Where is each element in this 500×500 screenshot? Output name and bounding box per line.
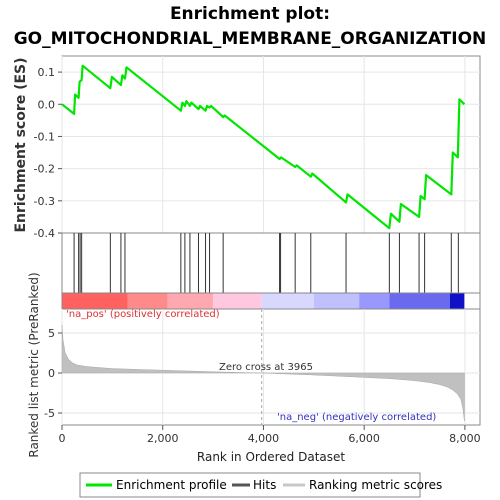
heatmap-segment — [213, 293, 262, 309]
metric-y-tick-label: -5 — [44, 407, 55, 420]
heatmap-segment — [167, 293, 214, 309]
metric-panel-frame — [61, 308, 481, 426]
heatmap-segment — [449, 293, 465, 309]
es-y-axis-label: Enrichment score (ES) — [13, 57, 29, 232]
metric-y-ticks: 5 0 -5 — [44, 327, 62, 420]
hits-panel — [61, 232, 481, 294]
legend-label-enrichment-profile: Enrichment profile — [116, 478, 227, 492]
metric-gridlines — [61, 309, 480, 425]
hits-panel-frame — [61, 232, 481, 294]
chart-title-line1: Enrichment plot: — [170, 4, 330, 24]
es-y-tick-label: -0.2 — [34, 163, 55, 176]
es-y-tick-label: 0.1 — [38, 66, 56, 79]
chart-title-line2: GO_MITOCHONDRIAL_MEMBRANE_ORGANIZATION — [14, 29, 487, 49]
legend-label-ranking-metric: Ranking metric scores — [309, 478, 442, 492]
heatmap-segments — [62, 293, 465, 309]
metric-panel: 5 0 -5 'na_pos' (positively correlated) 'n… — [27, 272, 481, 458]
metric-y-tick-label: 5 — [48, 327, 55, 340]
ranking-metric-area — [61, 324, 465, 422]
heatmap-segment — [359, 293, 390, 309]
x-ticks: 0 2,000 4,000 6,000 8,000 — [59, 425, 481, 445]
es-y-tick-label: -0.3 — [34, 195, 55, 208]
es-y-ticks: 0.1 0.0 -0.1 -0.2 -0.3 -0.4 — [34, 66, 62, 240]
zero-cross-label: Zero cross at 3965 — [219, 362, 313, 373]
heatmap-segment — [127, 293, 168, 309]
legend: Enrichment profile Hits Ranking metric s… — [79, 472, 442, 498]
x-tick-label: 0 — [59, 432, 66, 445]
x-axis-label: Rank in Ordered Dataset — [197, 450, 345, 464]
x-tick-label: 6,000 — [348, 432, 380, 445]
es-y-tick-label: -0.1 — [34, 130, 55, 143]
x-tick-label: 4,000 — [248, 432, 280, 445]
heatmap-segment — [62, 293, 128, 309]
hit-marks — [73, 233, 459, 293]
es-panel-frame — [61, 55, 481, 234]
es-gridlines — [61, 56, 480, 234]
metric-y-tick-label: 0 — [48, 367, 55, 380]
enrichment-profile-line — [61, 64, 466, 230]
x-tick-label: 8,000 — [449, 432, 481, 445]
x-tick-label: 2,000 — [147, 432, 179, 445]
x-axis: 0 2,000 4,000 6,000 8,000 Rank in Ordered Da… — [59, 425, 481, 464]
rank-heatmap-bar — [61, 292, 481, 310]
legend-label-hits: Hits — [253, 478, 276, 492]
es-y-tick-label: 0.0 — [38, 98, 56, 111]
heatmap-segment — [313, 293, 360, 309]
neg-correlated-label: 'na_neg' (negatively correlated) — [277, 412, 436, 423]
es-y-tick-label: -0.4 — [34, 227, 55, 240]
heatmap-segment — [389, 293, 450, 309]
heatmap-segment — [261, 293, 314, 309]
es-panel: 0.1 0.0 -0.1 -0.2 -0.3 -0.4 Enrichment score … — [13, 55, 481, 240]
metric-y-axis-label: Ranked list metric (PreRanked) — [27, 272, 41, 457]
pos-correlated-label: 'na_pos' (positively correlated) — [66, 309, 220, 320]
